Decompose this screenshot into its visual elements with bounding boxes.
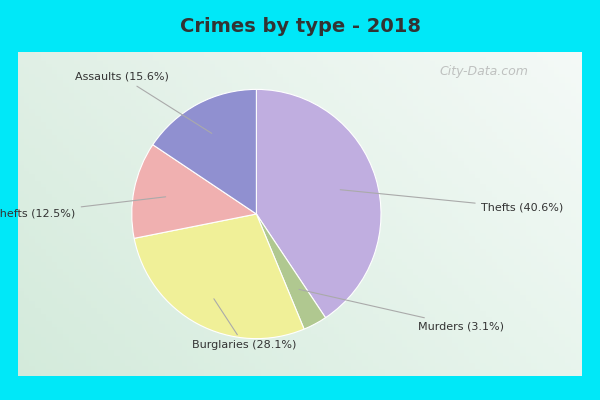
Wedge shape <box>134 214 304 339</box>
Text: Assaults (15.6%): Assaults (15.6%) <box>75 72 212 133</box>
Text: City-Data.com: City-Data.com <box>439 66 528 78</box>
Text: Burglaries (28.1%): Burglaries (28.1%) <box>192 299 296 350</box>
Text: Crimes by type - 2018: Crimes by type - 2018 <box>179 16 421 36</box>
Wedge shape <box>256 89 381 318</box>
Wedge shape <box>256 214 326 329</box>
Text: Murders (3.1%): Murders (3.1%) <box>299 289 505 331</box>
Wedge shape <box>132 145 256 238</box>
Wedge shape <box>153 89 256 214</box>
Text: Auto thefts (12.5%): Auto thefts (12.5%) <box>0 197 166 219</box>
Text: Thefts (40.6%): Thefts (40.6%) <box>340 190 563 213</box>
